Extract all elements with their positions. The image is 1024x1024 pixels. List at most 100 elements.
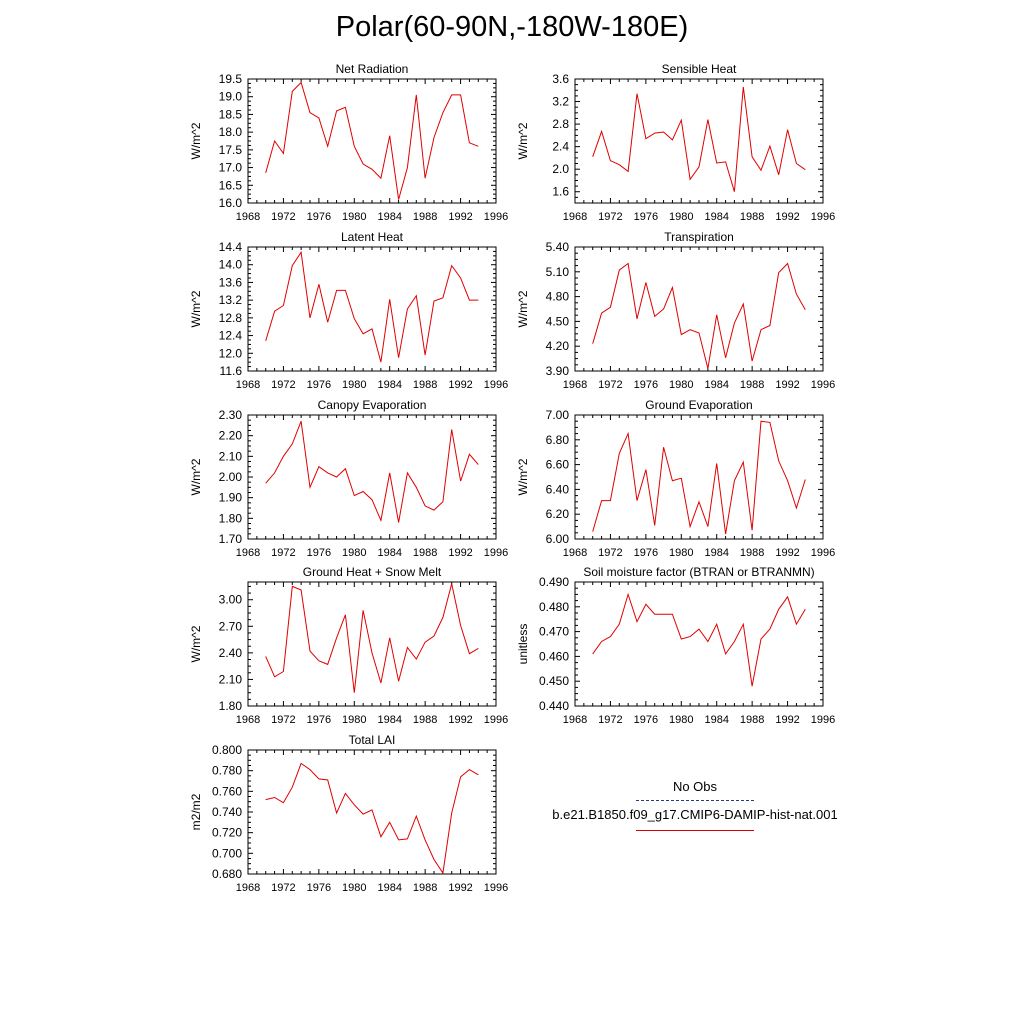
x-tick-label: 1992 (448, 882, 472, 894)
y-tick-label: 5.10 (546, 265, 570, 279)
legend-model-label: b.e21.B1850.f09_g17.CMIP6-DAMIP-hist-nat… (552, 807, 838, 822)
plot-frame (247, 246, 497, 372)
x-tick-label: 1988 (740, 714, 764, 726)
x-tick-label: 1996 (811, 211, 835, 223)
x-tick-label: 1972 (271, 547, 295, 559)
x-tick-label: 1972 (271, 714, 295, 726)
x-tick-label: 1980 (669, 714, 693, 726)
chart-title: Ground Evaporation (645, 398, 752, 412)
series-line (265, 250, 479, 363)
x-tick-label: 1972 (598, 714, 622, 726)
series-line (265, 762, 479, 875)
x-tick-label: 1988 (740, 211, 764, 223)
chart-panel-9: Total LAI m2/m2 1968 1972 1976 1980 1984 1988 19… (189, 733, 508, 894)
chart-title: Canopy Evaporation (318, 398, 427, 412)
y-tick-label: 6.60 (546, 458, 570, 472)
x-tick-label: 1976 (634, 211, 658, 223)
y-tick-label: 2.30 (219, 408, 243, 422)
y-tick-label: 0.760 (212, 784, 242, 798)
y-tick-label: 3.00 (219, 593, 243, 607)
x-tick-label: 1992 (775, 211, 799, 223)
x-tick-label: 1972 (598, 547, 622, 559)
y-tick-label: 0.680 (212, 867, 242, 881)
chart-panel-1: Net Radiation W/m^2 1968 1972 1976 1980 1984 19… (189, 62, 508, 223)
y-tick-label: 6.20 (546, 507, 570, 521)
x-tick-label: 1968 (563, 714, 587, 726)
series-line (592, 86, 806, 192)
x-tick-label: 1980 (342, 211, 366, 223)
x-tick-label: 1996 (811, 547, 835, 559)
x-tick-label: 1968 (563, 547, 587, 559)
x-tick-label: 1968 (236, 211, 260, 223)
y-tick-label: 2.00 (219, 470, 243, 484)
chart-title: Sensible Heat (662, 62, 737, 76)
y-tick-label: 14.4 (219, 240, 243, 254)
x-tick-label: 1988 (413, 714, 437, 726)
x-tick-label: 1980 (342, 547, 366, 559)
x-tick-label: 1980 (342, 882, 366, 894)
y-axis-label: unitless (516, 624, 530, 665)
x-tick-label: 1976 (634, 547, 658, 559)
x-tick-label: 1980 (669, 211, 693, 223)
y-tick-label: 4.80 (546, 290, 570, 304)
x-tick-label: 1968 (236, 547, 260, 559)
y-tick-label: 17.0 (219, 161, 243, 175)
y-tick-label: 1.6 (552, 185, 569, 199)
x-tick-label: 1980 (669, 547, 693, 559)
y-tick-label: 3.6 (552, 72, 569, 86)
y-tick-label: 1.70 (219, 532, 243, 546)
y-axis-label: W/m^2 (516, 458, 530, 495)
x-tick-label: 1984 (704, 547, 728, 559)
x-tick-label: 1968 (563, 211, 587, 223)
x-tick-label: 1972 (598, 211, 622, 223)
y-tick-label: 12.4 (219, 329, 243, 343)
x-tick-label: 1996 (484, 379, 508, 391)
plot-frame (247, 749, 497, 875)
chart-panel-7: Ground Heat + Snow Melt W/m^2 1968 1972 1976… (189, 565, 508, 726)
chart-panel-8: Soil moisture factor (BTRAN or BTRANMN) u… (516, 565, 835, 726)
legend-obs-label: No Obs (672, 779, 718, 794)
chart-title: Ground Heat + Snow Melt (303, 565, 442, 579)
chart-panel-2: Sensible Heat W/m^2 1968 1972 1976 1980 1984 19… (516, 62, 835, 223)
x-tick-label: 1968 (236, 882, 260, 894)
series-line (265, 81, 479, 200)
y-tick-label: 2.20 (219, 429, 243, 443)
x-tick-label: 1972 (271, 882, 295, 894)
y-tick-label: 17.5 (219, 143, 243, 157)
y-axis-label: W/m^2 (189, 290, 203, 327)
chart-title: Transpiration (664, 230, 734, 244)
y-tick-label: 0.700 (212, 846, 242, 860)
chart-panel-5: Canopy Evaporation W/m^2 1968 1972 1976 1980 1… (189, 398, 508, 559)
y-tick-label: 19.5 (219, 72, 243, 86)
y-tick-label: 3.90 (546, 364, 570, 378)
series-line (592, 420, 806, 535)
x-tick-label: 1968 (236, 379, 260, 391)
plot-frame (247, 581, 497, 707)
x-tick-label: 1988 (740, 379, 764, 391)
y-axis-label: W/m^2 (189, 625, 203, 662)
x-tick-label: 1996 (484, 547, 508, 559)
x-tick-label: 1984 (377, 547, 401, 559)
series-line (265, 583, 479, 693)
y-tick-label: 2.4 (552, 140, 569, 154)
x-tick-label: 1988 (413, 882, 437, 894)
x-tick-label: 1976 (307, 714, 331, 726)
x-tick-label: 1984 (704, 211, 728, 223)
x-tick-label: 1972 (271, 211, 295, 223)
x-tick-label: 1988 (413, 379, 437, 391)
y-tick-label: 2.70 (219, 619, 243, 633)
y-tick-label: 0.470 (539, 625, 569, 639)
series-line (265, 421, 479, 523)
legend-obs-line (636, 800, 754, 801)
y-tick-label: 12.8 (219, 311, 243, 325)
y-tick-label: 2.0 (552, 162, 569, 176)
chart-panel-4: Transpiration W/m^2 1968 1972 1976 1980 1984 19… (516, 230, 835, 391)
y-tick-label: 1.80 (219, 699, 243, 713)
x-tick-label: 1984 (377, 714, 401, 726)
x-tick-label: 1996 (484, 882, 508, 894)
y-tick-label: 6.40 (546, 482, 570, 496)
y-tick-label: 0.450 (539, 674, 569, 688)
y-tick-label: 0.780 (212, 764, 242, 778)
y-tick-label: 11.6 (220, 364, 243, 378)
x-tick-label: 1976 (634, 379, 658, 391)
